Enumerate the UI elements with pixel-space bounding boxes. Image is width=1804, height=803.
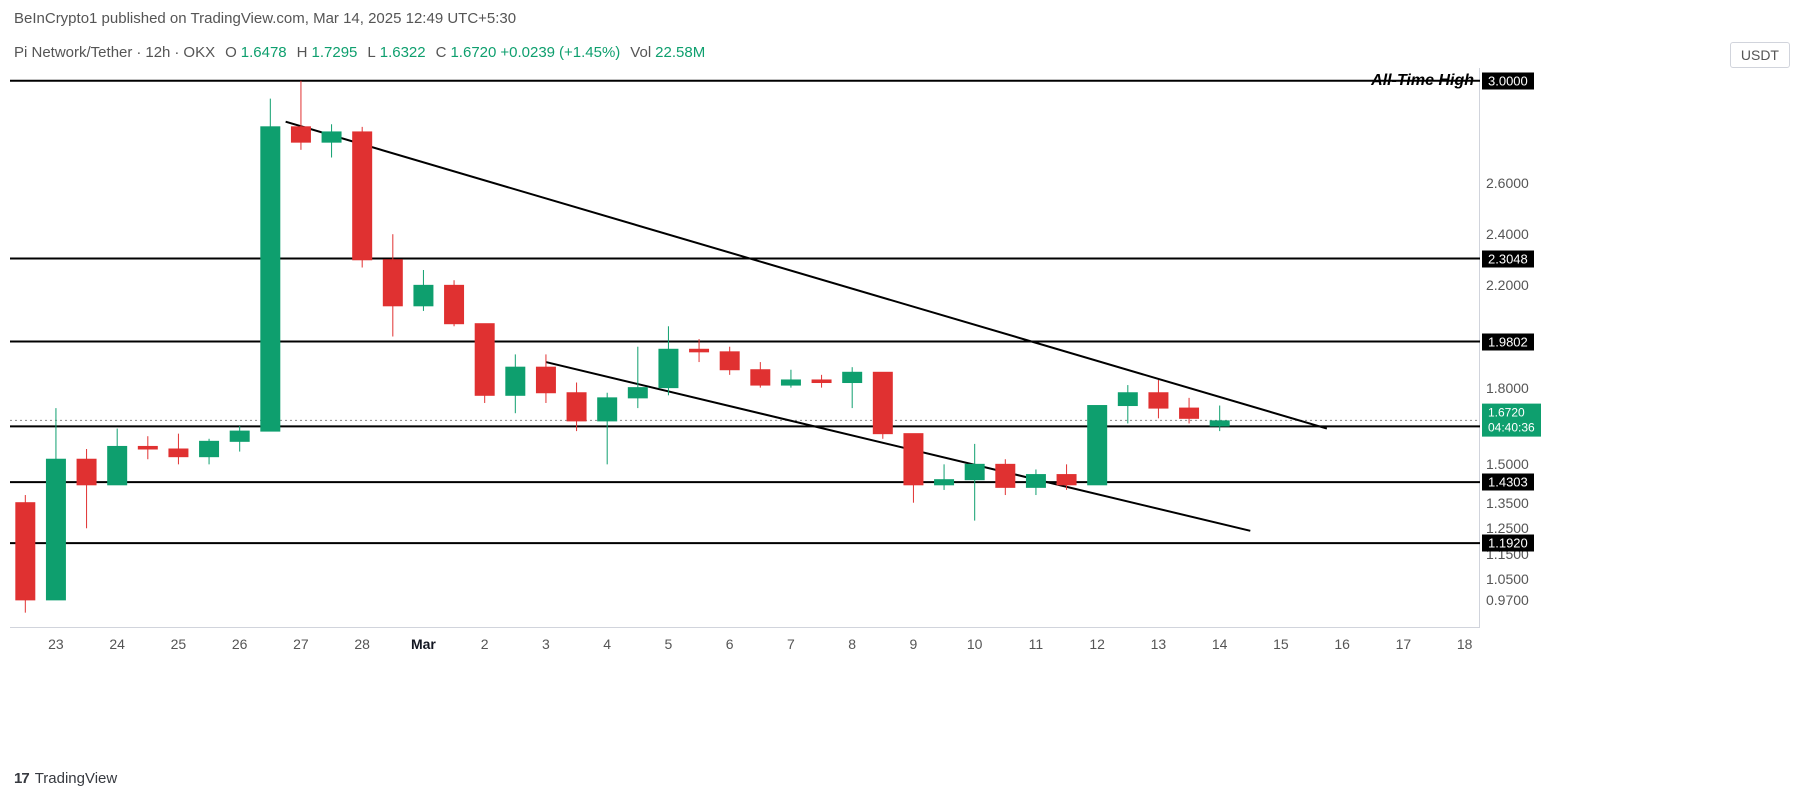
x-tick: 14 (1212, 636, 1228, 652)
high-label: H (297, 44, 308, 61)
x-tick: 24 (109, 636, 125, 652)
ohlc-row: Pi Network/Tether · 12h · OKX O1.6478 H1… (14, 44, 705, 61)
exchange[interactable]: OKX (183, 44, 215, 61)
low-value: 1.6322 (380, 44, 426, 61)
x-tick: 11 (1029, 636, 1044, 652)
publish-info: BeInCrypto1 published on TradingView.com… (14, 10, 516, 27)
close-value: 1.6720 (450, 44, 496, 61)
x-tick: 7 (787, 636, 795, 652)
open-label: O (225, 44, 237, 61)
x-axis[interactable]: 232425262728Mar2345678910111213141516171… (10, 636, 1480, 658)
price-chart[interactable]: All-Time High (10, 68, 1480, 628)
x-tick: 9 (910, 636, 918, 652)
x-tick: 4 (603, 636, 611, 652)
y-tick: 2.4000 (1486, 226, 1529, 242)
x-tick: 10 (967, 636, 983, 652)
tradingview-label: TradingView (35, 770, 118, 787)
footer: 17 TradingView (14, 770, 117, 787)
x-tick: 3 (542, 636, 550, 652)
tradingview-logo-icon: 17 (14, 770, 29, 787)
y-tick: 1.8000 (1486, 380, 1529, 396)
chart-root: { "meta": { "publisher": "BeInCrypto1 pu… (0, 0, 1804, 803)
price-level-box: 3.0000 (1482, 72, 1534, 89)
ath-label: All-Time High (1371, 72, 1474, 90)
dot: · (174, 44, 179, 61)
y-tick: 1.3500 (1486, 495, 1529, 511)
quote-currency-badge[interactable]: USDT (1730, 42, 1790, 68)
symbol-name[interactable]: Pi Network/Tether (14, 44, 132, 61)
x-tick: 27 (293, 636, 309, 652)
x-tick: 18 (1457, 636, 1473, 652)
x-tick: 23 (48, 636, 64, 652)
x-tick: 26 (232, 636, 248, 652)
x-tick: 2 (481, 636, 489, 652)
y-axis[interactable]: 3.00002.60002.40002.20001.80001.50001.35… (1486, 68, 1546, 628)
x-tick: 8 (848, 636, 856, 652)
x-tick: 13 (1151, 636, 1167, 652)
x-tick: 15 (1273, 636, 1289, 652)
vol-value: 22.58M (655, 44, 705, 61)
y-tick: 2.6000 (1486, 175, 1529, 191)
dot: · (136, 44, 141, 61)
y-tick: 1.5000 (1486, 456, 1529, 472)
vol-label: Vol (630, 44, 651, 61)
y-tick: 2.2000 (1486, 277, 1529, 293)
x-tick: Mar (411, 636, 436, 652)
change-value: +0.0239 (500, 44, 555, 61)
price-level-box: 1.4303 (1482, 474, 1534, 491)
x-tick: 16 (1334, 636, 1350, 652)
y-tick: 0.9700 (1486, 592, 1529, 608)
price-level-box: 1.9802 (1482, 333, 1534, 350)
x-tick: 28 (354, 636, 370, 652)
x-tick: 12 (1089, 636, 1105, 652)
x-tick: 17 (1396, 636, 1412, 652)
price-level-box: 1.1920 (1482, 535, 1534, 552)
x-tick: 25 (171, 636, 187, 652)
x-tick: 5 (665, 636, 673, 652)
close-label: C (436, 44, 447, 61)
x-tick: 6 (726, 636, 734, 652)
y-tick: 1.0500 (1486, 571, 1529, 587)
last-price-box: 1.672004:40:36 (1482, 404, 1541, 437)
high-value: 1.7295 (312, 44, 358, 61)
low-label: L (367, 44, 375, 61)
interval[interactable]: 12h (145, 44, 170, 61)
change-pct: (+1.45%) (559, 44, 620, 61)
open-value: 1.6478 (241, 44, 287, 61)
price-level-box: 2.3048 (1482, 250, 1534, 267)
